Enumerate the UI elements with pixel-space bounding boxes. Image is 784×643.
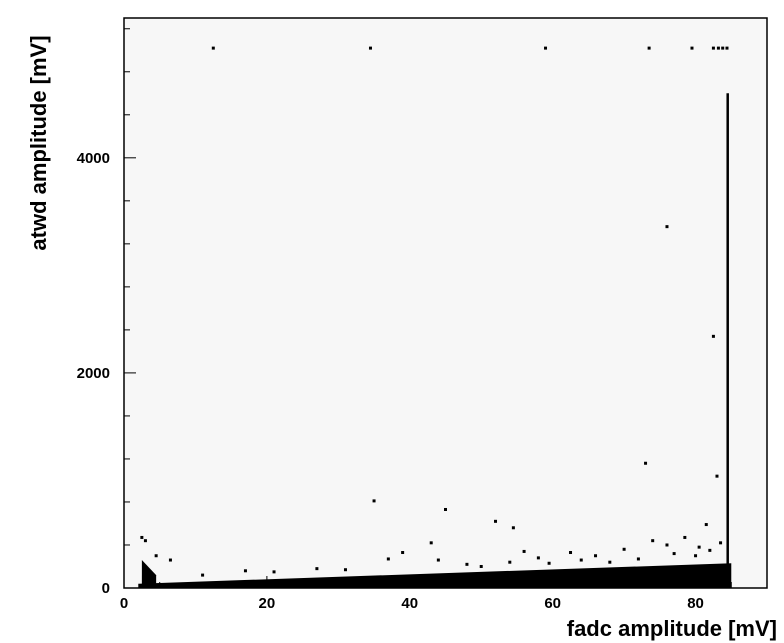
data-point (494, 519, 498, 523)
data-point (444, 507, 447, 511)
x-tick-label: 0 (120, 595, 128, 612)
y-tick-label: 0 (102, 580, 110, 597)
data-point (201, 573, 205, 577)
data-point (644, 461, 648, 465)
data-point (508, 560, 512, 564)
x-tick-label: 40 (401, 595, 418, 612)
data-point (547, 561, 551, 565)
data-point (715, 474, 719, 478)
plot-background (124, 18, 767, 588)
data-point (725, 46, 729, 50)
data-point (243, 569, 247, 573)
data-point (683, 535, 687, 539)
data-point (672, 552, 676, 556)
data-point (140, 535, 144, 539)
data-point (368, 46, 372, 50)
data-point (465, 562, 469, 566)
data-point (694, 554, 698, 558)
data-point (536, 556, 540, 560)
data-point (594, 554, 598, 558)
x-tick-label: 20 (259, 595, 276, 612)
data-point (665, 225, 669, 229)
data-point (711, 46, 715, 50)
data-point (372, 499, 376, 503)
y-axis-ticks: 0 2000 4000 (77, 28, 136, 597)
data-point (711, 334, 715, 338)
data-point (143, 539, 147, 543)
data-point (211, 46, 215, 50)
data-point (651, 539, 655, 543)
data-point (719, 541, 723, 545)
data-point (272, 570, 276, 574)
data-point (716, 46, 720, 50)
x-tick-label: 80 (687, 595, 704, 612)
data-point (429, 541, 433, 545)
data-point (665, 543, 669, 547)
data-point (522, 549, 526, 553)
data-point (636, 557, 640, 561)
data-point (479, 564, 483, 568)
y-axis-title: atwd amplitude [mV] (26, 35, 51, 250)
data-point (436, 558, 440, 562)
x-tick-label: 60 (544, 595, 561, 612)
data-point (704, 523, 708, 527)
data-point (647, 46, 651, 50)
data-point (511, 526, 515, 530)
data-point (608, 560, 612, 564)
data-point (622, 547, 626, 551)
data-point (697, 545, 701, 549)
data-point (544, 46, 548, 50)
density-band (141, 560, 157, 588)
density-band (138, 563, 732, 588)
data-point (708, 548, 712, 552)
data-point (168, 558, 172, 562)
data-point (690, 46, 694, 50)
data-point (579, 558, 583, 562)
x-axis-title: fadc amplitude [mV] (567, 616, 777, 641)
data-point (401, 551, 405, 555)
data-point (721, 46, 725, 50)
data-points (140, 46, 729, 577)
data-point (569, 551, 573, 555)
y-tick-label: 4000 (77, 150, 110, 167)
y-tick-label: 2000 (77, 365, 110, 382)
data-point (154, 554, 158, 558)
x-axis-ticks: 0 20 40 60 80 (120, 576, 768, 612)
density-bands (138, 560, 732, 588)
data-point (315, 567, 319, 571)
data-point (343, 568, 347, 572)
data-point (386, 557, 390, 561)
